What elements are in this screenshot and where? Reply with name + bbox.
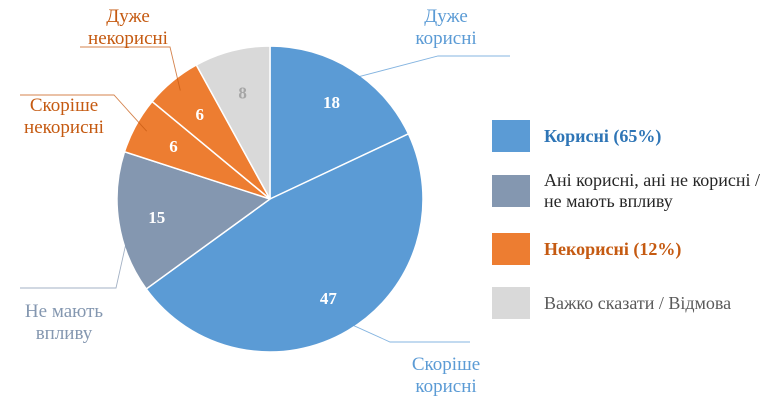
pie-slice-no-effect bbox=[116, 150, 272, 290]
pie-slice-very-useful bbox=[269, 45, 410, 201]
value-label-very-not-useful: 6 bbox=[196, 105, 205, 124]
value-label-rather-useful: 47 bbox=[320, 289, 338, 308]
legend-label: Некорисні (12%) bbox=[544, 238, 682, 259]
legend-item-neutral: Ані корисні, ані не корисні / не мають в… bbox=[492, 170, 777, 212]
slice-label-rather-useful: Скоріше корисні bbox=[412, 354, 480, 397]
pie-slice-hard-to-say bbox=[195, 45, 271, 200]
slice-label-rather-not-useful: Скоріше некорисні bbox=[24, 95, 104, 138]
legend-label: Важко сказати / Відмова bbox=[544, 292, 732, 313]
legend-swatch bbox=[492, 175, 530, 207]
pie-slice-rather-useful bbox=[145, 132, 424, 353]
legend-swatch bbox=[492, 120, 530, 152]
leader-line-no-effect bbox=[20, 220, 132, 289]
slice-label-very-useful: Дуже корисні bbox=[415, 6, 476, 49]
legend-swatch bbox=[492, 287, 530, 319]
legend-label: Ані корисні, ані не корисні / не мають в… bbox=[544, 170, 761, 211]
legend-item-useful: Корисні (65%) bbox=[492, 120, 777, 152]
leader-line-rather-useful bbox=[341, 319, 470, 343]
value-label-no-effect: 15 bbox=[148, 208, 165, 227]
leader-line-rather-not-useful bbox=[20, 94, 148, 132]
slice-label-very-not-useful: Дуже некорисні bbox=[88, 6, 168, 49]
slice-label-no-effect: Не мають впливу bbox=[25, 301, 103, 344]
value-label-rather-not-useful: 6 bbox=[169, 137, 178, 156]
legend-item-hard-to-say: Важко сказати / Відмова bbox=[492, 287, 777, 319]
legend-swatch bbox=[492, 233, 530, 265]
legend-item-not-useful: Некорисні (12%) bbox=[492, 233, 777, 265]
value-label-hard-to-say: 8 bbox=[238, 83, 247, 102]
value-label-very-useful: 18 bbox=[323, 93, 340, 112]
leader-line-very-useful bbox=[345, 55, 510, 81]
leader-line-very-not-useful bbox=[80, 46, 181, 91]
legend-label: Корисні (65%) bbox=[544, 125, 662, 146]
